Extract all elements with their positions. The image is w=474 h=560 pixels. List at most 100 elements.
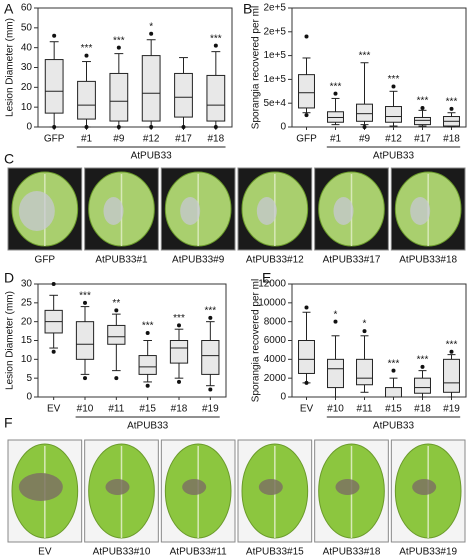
group-label: AtPUB33 xyxy=(373,421,415,432)
outlier xyxy=(333,91,338,96)
outlier xyxy=(208,387,213,392)
outlier xyxy=(114,376,119,381)
y-tick-label: 60 xyxy=(21,3,33,14)
box xyxy=(385,106,402,123)
significance: *** xyxy=(388,74,400,85)
y-tick-label: 0 xyxy=(26,122,32,133)
x-tick-label: #10 xyxy=(327,404,344,415)
photo-caption: GFP xyxy=(35,255,56,266)
panel-letter: E xyxy=(262,270,271,286)
panel-letter: C xyxy=(4,151,14,167)
outlier xyxy=(333,319,338,324)
x-tick-label: #1 xyxy=(81,134,93,145)
outlier xyxy=(116,45,121,50)
outlier xyxy=(84,125,89,129)
x-tick-label: GFP xyxy=(44,134,65,145)
panel-letter: B xyxy=(243,1,252,17)
box xyxy=(75,321,95,360)
x-tick-label: #12 xyxy=(143,134,160,145)
y-tick-label: 6000 xyxy=(264,335,287,346)
x-tick-label: #19 xyxy=(443,404,460,415)
box xyxy=(201,340,220,375)
significance: * xyxy=(334,309,338,320)
outlier xyxy=(181,125,186,129)
box xyxy=(414,377,431,394)
box xyxy=(356,358,373,386)
outlier xyxy=(84,53,89,58)
lesion xyxy=(335,479,360,495)
significance: ** xyxy=(112,298,120,309)
box xyxy=(107,324,126,345)
significance: *** xyxy=(417,96,429,107)
lesion xyxy=(18,191,55,231)
x-tick-label: #11 xyxy=(108,404,124,415)
x-tick-label: EV xyxy=(47,404,61,415)
significance: *** xyxy=(142,321,154,332)
y-tick-label: 20 xyxy=(21,82,33,93)
outlier xyxy=(145,383,150,388)
box xyxy=(298,340,315,374)
outlier xyxy=(177,323,181,328)
plot-frame xyxy=(291,283,467,398)
plot-frame xyxy=(37,283,227,398)
group-label: AtPUB33 xyxy=(373,151,415,162)
outlier xyxy=(83,300,87,305)
y-tick-label: 0 xyxy=(280,122,286,133)
x-tick-label: #18 xyxy=(414,404,431,415)
box xyxy=(44,59,64,114)
y-tick-label: 5 xyxy=(26,373,32,384)
y-tick-label: 1e+5 xyxy=(263,74,286,85)
lesion xyxy=(256,197,277,225)
outlier xyxy=(145,330,150,335)
x-tick-label: #9 xyxy=(359,134,371,145)
y-tick-label: 25 xyxy=(21,297,33,308)
outlier xyxy=(213,43,218,48)
y-tick-label: 12000 xyxy=(258,279,286,290)
x-tick-label: #15 xyxy=(139,404,156,415)
outlier xyxy=(362,125,367,129)
outlier xyxy=(362,329,367,334)
x-tick-label: #18 xyxy=(207,134,224,145)
significance: *** xyxy=(173,313,185,324)
box xyxy=(298,74,315,109)
lesion xyxy=(103,197,124,225)
lesion xyxy=(182,479,207,495)
lesion xyxy=(180,197,201,225)
panel-letter: F xyxy=(4,415,13,431)
outlier xyxy=(449,106,454,111)
box xyxy=(77,80,96,120)
significance: *** xyxy=(81,43,93,54)
box xyxy=(138,355,157,375)
y-axis-title: Sporangia recovered per ml xyxy=(251,279,262,402)
outlier xyxy=(51,349,56,354)
y-tick-label: 2e+5 xyxy=(263,26,286,37)
y-tick-label: 2000 xyxy=(264,373,287,384)
lesion xyxy=(410,197,431,225)
x-tick-label: #18 xyxy=(443,134,460,145)
significance: *** xyxy=(79,290,91,301)
y-tick-label: 0 xyxy=(26,392,32,403)
box xyxy=(414,116,431,126)
panel-letter: A xyxy=(4,1,14,17)
y-tick-label: 5e+4 xyxy=(263,98,286,109)
box xyxy=(327,358,344,389)
outlier xyxy=(116,125,121,129)
x-tick-label: #15 xyxy=(385,404,402,415)
significance: *** xyxy=(204,306,216,317)
box xyxy=(385,387,402,398)
y-axis-title: Lesion Diameter (mm) xyxy=(5,291,16,390)
box xyxy=(141,55,161,122)
plot-frame xyxy=(291,7,467,128)
lesion xyxy=(333,197,354,225)
outlier xyxy=(177,379,181,384)
y-tick-label: 20 xyxy=(21,316,33,327)
photo-caption: AtPUB33#9 xyxy=(172,255,225,266)
outlier xyxy=(83,376,87,381)
x-tick-label: EV xyxy=(300,404,314,415)
x-tick-label: #17 xyxy=(175,134,192,145)
y-tick-label: 2e+5 xyxy=(263,3,286,14)
x-tick-label: #10 xyxy=(77,404,94,415)
photo-caption: AtPUB33#17 xyxy=(323,255,381,266)
outlier xyxy=(420,105,425,110)
significance: * xyxy=(149,21,153,32)
